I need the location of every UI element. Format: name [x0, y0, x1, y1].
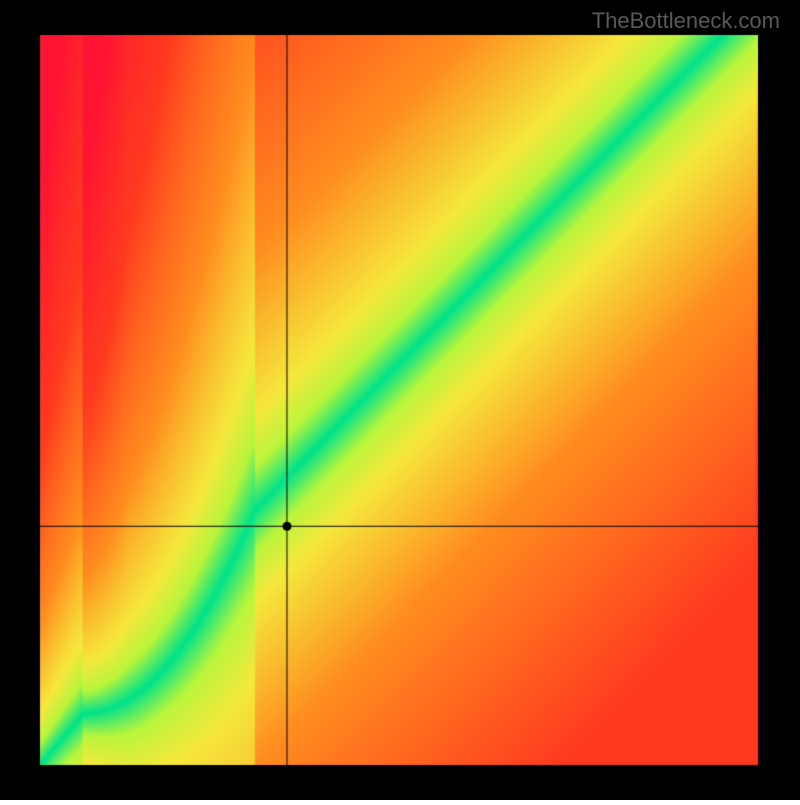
heatmap-canvas [0, 0, 800, 800]
watermark-text: TheBottleneck.com [592, 8, 780, 34]
chart-container: TheBottleneck.com [0, 0, 800, 800]
